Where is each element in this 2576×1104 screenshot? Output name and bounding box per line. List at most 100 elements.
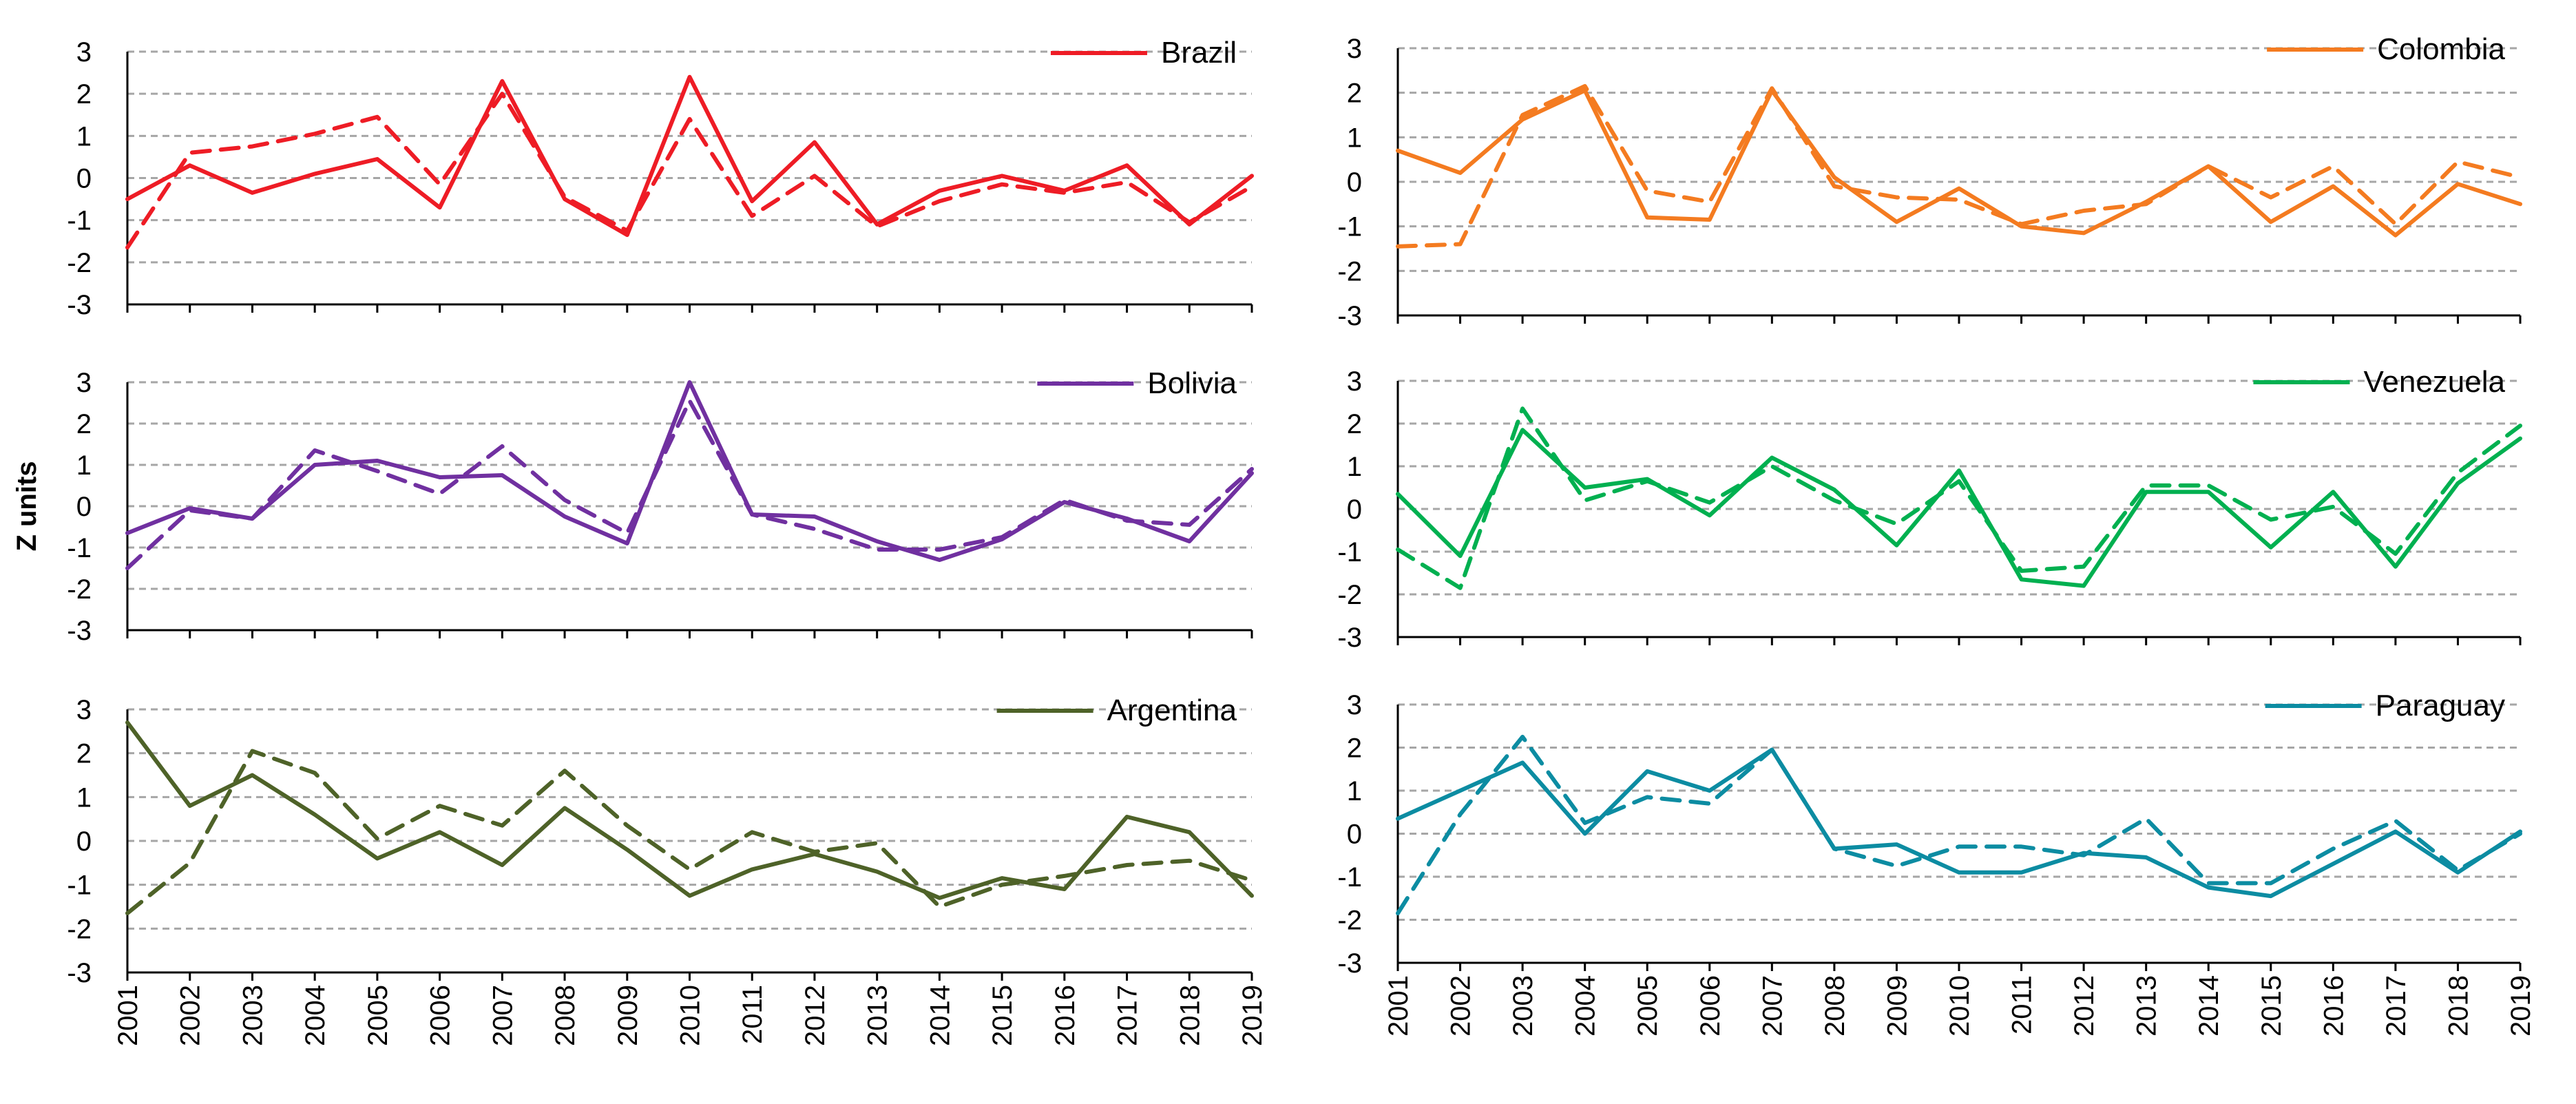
- y-tick-label: 1: [1347, 776, 1362, 806]
- y-tick-label: 3: [1347, 690, 1362, 720]
- series-line-dashed: [1396, 406, 2522, 590]
- x-tick-label: 2004: [1571, 975, 1601, 1037]
- chart-panels: -3 -2 -1 0 1 2 3 Brazil -3 -2 -1 0 1 2 3 Colombia -3 -2 -1…: [67, 32, 2536, 1046]
- y-tick-label: 2: [1347, 79, 1362, 109]
- series-line-dashed: [1396, 84, 2522, 249]
- x-tick-label: 2011: [737, 985, 768, 1044]
- x-tick-label: 2017: [2381, 975, 2411, 1037]
- legend-colombia: Colombia: [2267, 32, 2506, 66]
- y-tick-label: 1: [1347, 452, 1362, 482]
- y-tick-label: 1: [76, 450, 92, 481]
- x-tick-label: 2012: [2069, 975, 2099, 1037]
- series-line-dashed: [125, 749, 1254, 915]
- x-tick-label: 2019: [2506, 975, 2536, 1037]
- x-tick-label: 2012: [800, 985, 830, 1046]
- legend-venezuela: Venezuela: [2253, 365, 2506, 399]
- legend-argentina: Argentina: [996, 694, 1237, 727]
- series-line-solid: [125, 380, 1254, 562]
- x-tick-label: 2001: [1383, 975, 1414, 1037]
- y-tick-label: -3: [67, 616, 92, 646]
- y-tick-label: 0: [1347, 820, 1362, 850]
- x-tick-label: 2006: [1695, 975, 1726, 1037]
- x-tick-label: 2016: [2318, 975, 2349, 1037]
- y-tick-label: 3: [76, 37, 92, 67]
- series-line-solid: [125, 720, 1254, 900]
- legend-label: Bolivia: [1147, 366, 1237, 400]
- x-tick-label: 2019: [1237, 985, 1268, 1046]
- x-tick-label: 2014: [925, 985, 955, 1046]
- x-tick-label: 2008: [1820, 975, 1850, 1037]
- x-tick-label: 2001: [113, 985, 143, 1046]
- x-tick-label: 2005: [363, 985, 393, 1046]
- y-tick-label: -3: [67, 290, 92, 320]
- series-line-solid: [1396, 747, 2522, 899]
- y-tick-label: -1: [1337, 212, 1362, 242]
- x-tick-label: 2013: [2132, 975, 2162, 1037]
- x-tick-label: 2013: [863, 985, 893, 1046]
- y-tick-label: 3: [1347, 34, 1362, 64]
- series-line-dashed: [125, 399, 1254, 570]
- x-tick-label: 2009: [613, 985, 643, 1046]
- y-tick-label: -2: [1337, 256, 1362, 287]
- legend-paraguay: Paraguay: [2265, 689, 2505, 722]
- x-tick-label: 2002: [176, 985, 206, 1046]
- y-tick-label: -2: [1337, 906, 1362, 936]
- series-line-solid: [1396, 88, 2522, 238]
- x-tick-label: 2015: [987, 985, 1018, 1046]
- series-line-dashed: [125, 92, 1254, 250]
- x-tick-label: 2002: [1446, 975, 1476, 1037]
- legend-brazil: Brazil: [1050, 36, 1237, 70]
- y-tick-label: 2: [76, 79, 92, 110]
- y-tick-label: 1: [76, 121, 92, 152]
- panel-venezuela: -3 -2 -1 0 1 2 3 Venezuela: [1337, 365, 2522, 653]
- y-tick-label: -2: [67, 574, 92, 605]
- y-tick-label: 2: [1347, 733, 1362, 764]
- y-tick-label: -2: [1337, 580, 1362, 610]
- legend-label: Paraguay: [2376, 689, 2505, 722]
- y-tick-label: 3: [1347, 366, 1362, 397]
- x-tick-label: 2010: [1945, 975, 1975, 1037]
- x-tick-label: 2004: [300, 985, 331, 1046]
- panel-colombia: -3 -2 -1 0 1 2 3 Colombia: [1337, 32, 2522, 331]
- y-tick-label: 3: [76, 368, 92, 398]
- y-tick-label: -1: [67, 871, 92, 901]
- x-tick-label: 2011: [2007, 975, 2038, 1034]
- y-tick-label: -1: [67, 206, 92, 236]
- panel-brazil: -3 -2 -1 0 1 2 3 Brazil: [67, 36, 1254, 320]
- series-line-dashed: [1396, 734, 2522, 916]
- series-line-solid: [125, 74, 1254, 238]
- y-tick-label: 1: [76, 782, 92, 813]
- x-tick-label: 2007: [1757, 975, 1788, 1037]
- legend-label: Brazil: [1161, 36, 1237, 70]
- panel-argentina: -3 -2 -1 0 1 2 3 2001 2002 2003 2004 2005 2006 2007 20…: [67, 694, 1268, 1046]
- y-tick-label: 0: [76, 164, 92, 194]
- y-tick-label: 0: [1347, 167, 1362, 198]
- y-tick-label: 2: [76, 409, 92, 439]
- y-tick-label: 0: [1347, 494, 1362, 525]
- legend-bolivia: Bolivia: [1037, 366, 1237, 400]
- legend-label: Argentina: [1107, 694, 1237, 727]
- y-tick-label: 2: [76, 739, 92, 769]
- x-tick-label: 2016: [1050, 985, 1080, 1046]
- y-tick-label: -3: [1337, 623, 1362, 653]
- x-tick-label: 2017: [1113, 985, 1143, 1046]
- y-tick-label: -1: [1337, 537, 1362, 567]
- y-tick-label: 0: [76, 492, 92, 522]
- x-tick-label: 2006: [426, 985, 456, 1046]
- y-tick-label: 0: [76, 826, 92, 857]
- y-tick-label: -1: [67, 533, 92, 563]
- y-tick-label: -3: [1337, 948, 1362, 979]
- y-tick-label: -2: [67, 914, 92, 944]
- y-tick-label: -3: [67, 958, 92, 988]
- y-tick-label: 2: [1347, 409, 1362, 439]
- y-tick-label: -3: [1337, 301, 1362, 331]
- x-tick-label: 2014: [2194, 975, 2224, 1037]
- panel-paraguay: -3 -2 -1 0 1 2 3 2001 2002 2003 2004 2005 2006 2007 20…: [1337, 689, 2536, 1037]
- panel-bolivia: -3 -2 -1 0 1 2 3 Bolivia: [67, 366, 1254, 646]
- legend-label: Venezuela: [2363, 365, 2505, 399]
- x-tick-label: 2009: [1882, 975, 1912, 1037]
- x-tick-label: 2005: [1633, 975, 1663, 1037]
- y-tick-label: -2: [67, 248, 92, 278]
- shared-y-axis-label: Z units: [12, 461, 42, 551]
